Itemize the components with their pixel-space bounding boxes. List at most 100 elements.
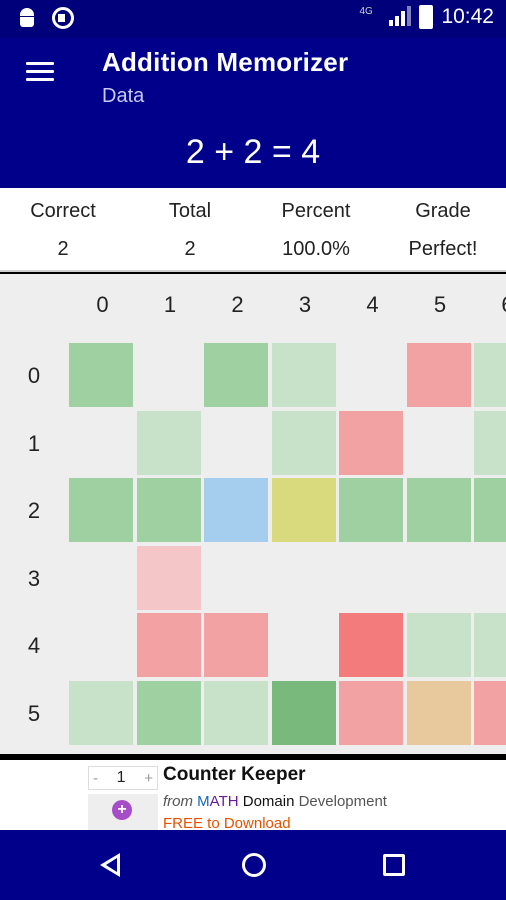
row-header: 0: [27, 363, 41, 388]
grid-cell[interactable]: [474, 478, 506, 542]
ad-from-dev: Development: [298, 793, 387, 810]
grid-cell[interactable]: [271, 343, 336, 407]
app-title: Addition Memorizer: [102, 47, 349, 77]
stat-total-label: Total: [168, 200, 212, 222]
android-icon: [16, 6, 38, 30]
grid-cell[interactable]: [204, 613, 268, 677]
stat-total: Total 2: [135, 200, 245, 261]
network-icon: 4G: [357, 6, 381, 28]
back-icon[interactable]: [100, 853, 120, 877]
stat-grade-label: Grade: [415, 200, 471, 222]
grid-cell[interactable]: [69, 680, 133, 745]
grid-cell[interactable]: [69, 343, 133, 407]
grid-cell[interactable]: [69, 545, 133, 610]
status-bar: 4G 10:42: [0, 0, 506, 38]
app-bar: Addition Memorizer Data: [0, 38, 506, 116]
grid-cell[interactable]: [339, 680, 403, 745]
grid-cell[interactable]: [406, 613, 471, 677]
column-header: 1: [163, 292, 177, 317]
grid-cell[interactable]: [204, 545, 268, 610]
nav-bar: [0, 830, 506, 900]
grid-cell[interactable]: [136, 410, 201, 475]
grid-cell[interactable]: [204, 680, 268, 745]
ad-title[interactable]: Counter Keeper: [163, 764, 306, 785]
grid-cell[interactable]: [474, 680, 506, 745]
ad-stepper-value: 1: [116, 769, 126, 786]
stat-percent-value: 100.0%: [282, 238, 350, 260]
grid-cell[interactable]: [474, 410, 506, 475]
ad-stepper: - 1 +: [88, 766, 158, 790]
grid-cell[interactable]: [474, 545, 506, 610]
stat-total-value: 2: [184, 238, 196, 260]
grid-cell[interactable]: [339, 613, 403, 677]
grid-cell[interactable]: [406, 680, 471, 745]
recent-apps-icon[interactable]: [383, 854, 405, 876]
column-header: 2: [231, 292, 244, 317]
ad-stepper-minus: -: [93, 769, 98, 787]
ad-image: +: [88, 794, 158, 830]
grid-cell[interactable]: [204, 478, 268, 542]
stat-correct: Correct 2: [8, 200, 118, 261]
grid-cell[interactable]: [136, 680, 201, 745]
stat-correct-value: 2: [57, 238, 69, 260]
grid-cell[interactable]: [69, 410, 133, 475]
grid-cell[interactable]: [204, 410, 268, 475]
grid-cell[interactable]: [406, 410, 471, 475]
column-header: 6: [474, 292, 506, 318]
column-header: 3: [298, 292, 312, 317]
grid-cell[interactable]: [339, 410, 403, 475]
ad-banner[interactable]: - 1 + + Counter Keeper from MATH Domain …: [0, 760, 506, 832]
home-icon[interactable]: [242, 853, 266, 877]
grid-cell[interactable]: [271, 478, 336, 542]
ad-cta[interactable]: FREE to Download: [163, 815, 291, 832]
signal-icon: [389, 6, 412, 28]
grid-cell[interactable]: [69, 613, 133, 677]
grid-cell[interactable]: [271, 410, 336, 475]
ad-from-domain: Domain: [242, 793, 295, 810]
grid-cell[interactable]: [204, 343, 268, 407]
ad-from-math-m: M: [197, 793, 210, 810]
grid-cell[interactable]: [474, 343, 506, 407]
stat-percent-label: Percent: [281, 200, 351, 222]
status-right: 4G 10:42: [357, 5, 494, 29]
grid-cell[interactable]: [136, 478, 201, 542]
stat-grade-value: Perfect!: [408, 238, 478, 260]
grid-cell[interactable]: [136, 343, 201, 407]
column-header: 5: [433, 292, 447, 317]
column-header: 4: [366, 292, 379, 317]
stats-panel: Correct 2 Total 2 Percent 100.0% Grade P…: [0, 188, 506, 272]
grid-cell[interactable]: [271, 613, 336, 677]
grid-cell[interactable]: [271, 545, 336, 610]
row-header: 4: [27, 633, 41, 658]
row-header: 2: [27, 498, 41, 523]
grid-cell[interactable]: [406, 545, 471, 610]
network-label: 4G: [359, 6, 373, 17]
battery-icon: [419, 5, 434, 29]
ad-from-prefix: from: [163, 793, 193, 810]
grid-cell[interactable]: [136, 545, 201, 610]
grid-cell[interactable]: [69, 478, 133, 542]
stat-percent: Percent 100.0%: [261, 200, 371, 261]
grid-cell[interactable]: [406, 343, 471, 407]
grid-cell[interactable]: [406, 478, 471, 542]
status-left: [16, 6, 74, 30]
ad-from-math-rest: ATH: [209, 793, 239, 810]
equation-display: 2 + 2 = 4: [0, 116, 506, 188]
grid-cell[interactable]: [339, 545, 403, 610]
grid-cell[interactable]: [339, 478, 403, 542]
grid-cell[interactable]: [474, 613, 506, 677]
status-time: 10:42: [441, 5, 494, 28]
plus-circle-icon: +: [112, 800, 132, 820]
stat-correct-label: Correct: [30, 200, 96, 222]
row-header: 1: [27, 430, 41, 456]
ad-from: from MATH Domain Development: [163, 793, 387, 810]
grid-cell[interactable]: [339, 343, 403, 407]
addition-grid: 0 1 2 3 4 5 6 0 1 2 3 4 5: [0, 274, 506, 754]
grid-cell[interactable]: [271, 680, 336, 745]
hamburger-menu-icon[interactable]: [26, 62, 54, 86]
app-subtitle: Data: [102, 85, 145, 107]
column-header: 0: [96, 292, 109, 317]
grid-cell[interactable]: [136, 613, 201, 677]
row-header: 5: [27, 700, 41, 726]
stat-grade: Grade Perfect!: [388, 200, 498, 261]
